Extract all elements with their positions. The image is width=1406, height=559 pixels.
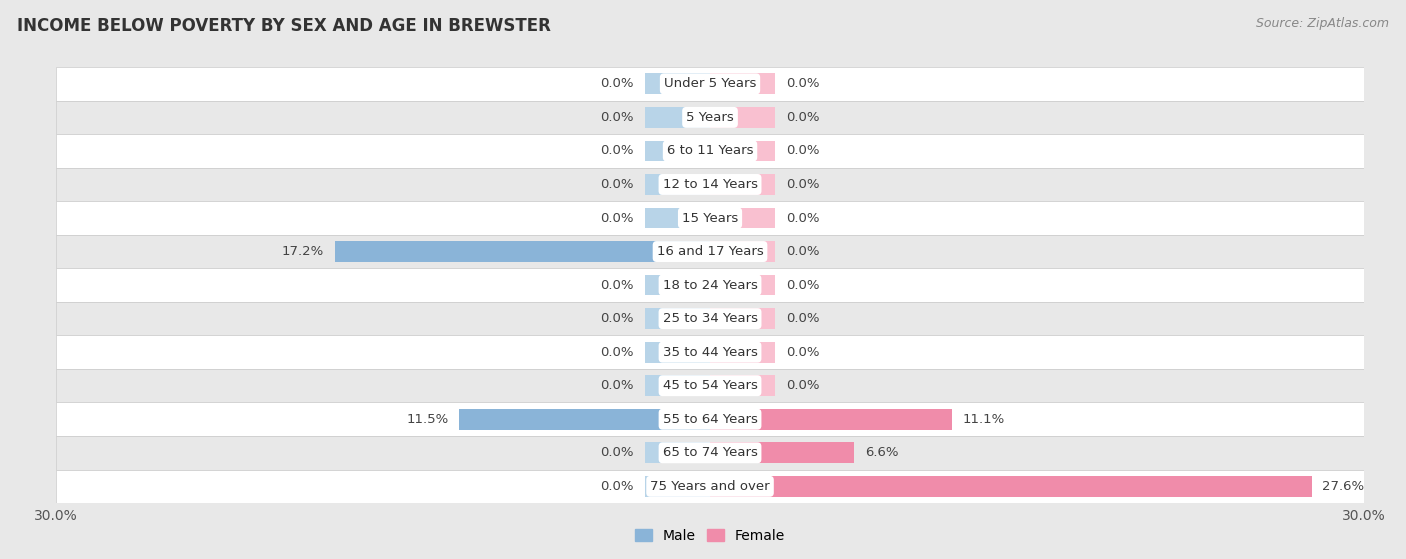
Bar (56, 436, 1364, 470)
Bar (644, 274, 710, 296)
Bar (710, 274, 776, 296)
Bar (710, 476, 1312, 497)
Text: 0.0%: 0.0% (786, 312, 820, 325)
Text: 55 to 64 Years: 55 to 64 Years (662, 413, 758, 426)
Text: 0.0%: 0.0% (600, 77, 634, 91)
Bar (56, 470, 1364, 503)
Bar (710, 409, 952, 430)
Bar (644, 140, 710, 162)
Text: 0.0%: 0.0% (786, 345, 820, 359)
Text: 11.5%: 11.5% (406, 413, 449, 426)
Bar (710, 140, 776, 162)
Text: 0.0%: 0.0% (786, 245, 820, 258)
Bar (710, 241, 776, 262)
Text: 16 and 17 Years: 16 and 17 Years (657, 245, 763, 258)
Text: 0.0%: 0.0% (600, 446, 634, 459)
Text: 0.0%: 0.0% (786, 278, 820, 292)
Text: 35 to 44 Years: 35 to 44 Years (662, 345, 758, 359)
Bar (56, 302, 1364, 335)
Text: 25 to 34 Years: 25 to 34 Years (662, 312, 758, 325)
Text: 0.0%: 0.0% (600, 111, 634, 124)
Bar (644, 476, 710, 497)
Bar (644, 73, 710, 94)
Bar (460, 409, 710, 430)
Text: 0.0%: 0.0% (786, 77, 820, 91)
Bar (644, 375, 710, 396)
Bar (710, 342, 776, 363)
Bar (644, 207, 710, 229)
Text: 75 Years and over: 75 Years and over (650, 480, 770, 493)
Text: 45 to 54 Years: 45 to 54 Years (662, 379, 758, 392)
Text: 0.0%: 0.0% (786, 211, 820, 225)
Text: 0.0%: 0.0% (600, 278, 634, 292)
Bar (644, 442, 710, 463)
Bar (56, 201, 1364, 235)
Text: 5 Years: 5 Years (686, 111, 734, 124)
Bar (56, 67, 1364, 101)
Bar (56, 168, 1364, 201)
Bar (710, 107, 776, 128)
Text: Under 5 Years: Under 5 Years (664, 77, 756, 91)
Text: INCOME BELOW POVERTY BY SEX AND AGE IN BREWSTER: INCOME BELOW POVERTY BY SEX AND AGE IN B… (17, 17, 551, 35)
Bar (56, 402, 1364, 436)
Bar (335, 241, 710, 262)
Bar (710, 73, 776, 94)
Bar (56, 369, 1364, 402)
Text: 11.1%: 11.1% (963, 413, 1005, 426)
Text: 0.0%: 0.0% (786, 379, 820, 392)
Bar (56, 235, 1364, 268)
Bar (644, 308, 710, 329)
Text: 0.0%: 0.0% (786, 144, 820, 158)
Text: 0.0%: 0.0% (600, 345, 634, 359)
Bar (644, 342, 710, 363)
Text: 0.0%: 0.0% (600, 379, 634, 392)
Text: 0.0%: 0.0% (786, 178, 820, 191)
Bar (56, 101, 1364, 134)
Text: 6.6%: 6.6% (865, 446, 898, 459)
Text: Source: ZipAtlas.com: Source: ZipAtlas.com (1256, 17, 1389, 30)
Text: 0.0%: 0.0% (600, 312, 634, 325)
Text: 0.0%: 0.0% (600, 178, 634, 191)
Text: 17.2%: 17.2% (283, 245, 325, 258)
Bar (56, 268, 1364, 302)
Text: 0.0%: 0.0% (600, 480, 634, 493)
Text: 0.0%: 0.0% (600, 144, 634, 158)
Legend: Male, Female: Male, Female (630, 523, 790, 548)
Bar (710, 442, 853, 463)
Text: 6 to 11 Years: 6 to 11 Years (666, 144, 754, 158)
Text: 65 to 74 Years: 65 to 74 Years (662, 446, 758, 459)
Bar (644, 174, 710, 195)
Text: 0.0%: 0.0% (786, 111, 820, 124)
Text: 18 to 24 Years: 18 to 24 Years (662, 278, 758, 292)
Bar (56, 335, 1364, 369)
Bar (710, 308, 776, 329)
Bar (56, 134, 1364, 168)
Text: 12 to 14 Years: 12 to 14 Years (662, 178, 758, 191)
Text: 27.6%: 27.6% (1323, 480, 1365, 493)
Bar (710, 207, 776, 229)
Text: 0.0%: 0.0% (600, 211, 634, 225)
Text: 15 Years: 15 Years (682, 211, 738, 225)
Bar (644, 107, 710, 128)
Bar (710, 375, 776, 396)
Bar (710, 174, 776, 195)
